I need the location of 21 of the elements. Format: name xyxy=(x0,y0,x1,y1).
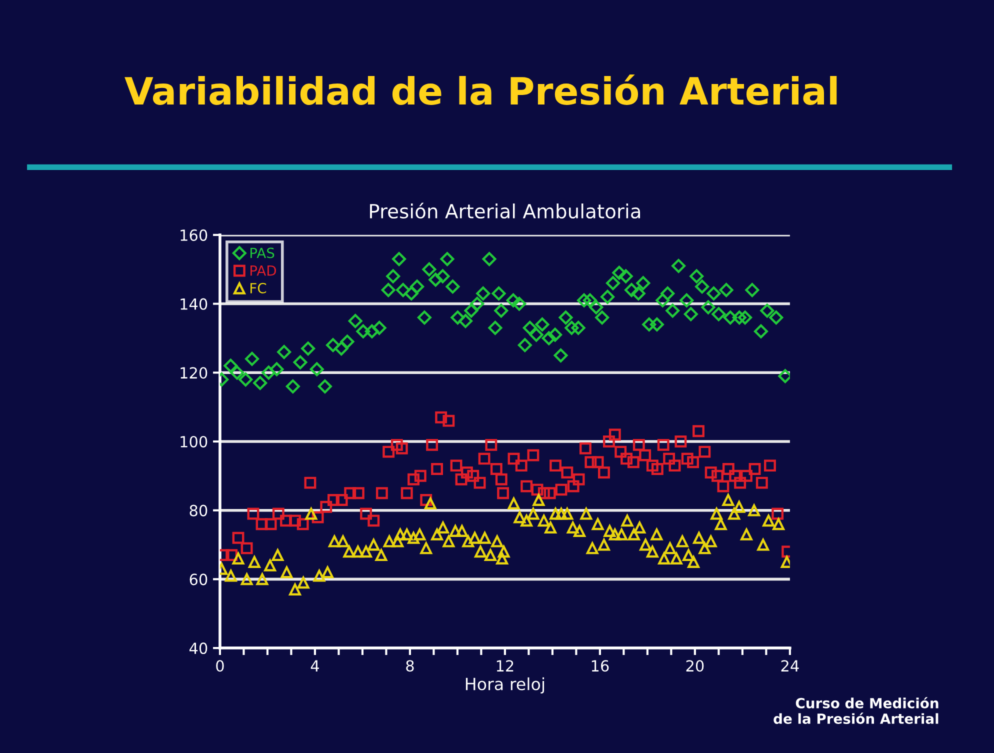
y-tick-label: 40 xyxy=(189,642,208,654)
x-tick-label: 24 xyxy=(781,660,799,672)
x-tick-label: 12 xyxy=(496,660,514,672)
x-tick-label: 20 xyxy=(686,660,704,672)
y-tick-label: 60 xyxy=(190,574,208,586)
y-tick-label: 160 xyxy=(180,229,208,241)
y-tick-label: 80 xyxy=(190,504,208,516)
text: Curso de Medición de la Presión Arterial xyxy=(774,697,938,724)
y-tick-label: 100 xyxy=(180,436,208,448)
x-tick-label: 4 xyxy=(310,660,319,672)
x-tick-label: 8 xyxy=(406,660,414,672)
legend-label: PAS xyxy=(250,248,274,258)
legend-label: PAD xyxy=(250,265,276,276)
y-tick-label: 140 xyxy=(180,298,208,310)
y-tick-label: 120 xyxy=(180,367,208,379)
chart-title: Variabilidad de la Presión Arterial xyxy=(124,74,837,106)
x-axis-title: Hora reloj xyxy=(466,677,544,694)
x-tick-label: 0 xyxy=(216,660,224,672)
x-tick-label: 16 xyxy=(592,660,609,672)
chart-subtitle: Presión Arterial Ambulatoria xyxy=(370,202,640,219)
legend-label: FC xyxy=(250,282,266,294)
